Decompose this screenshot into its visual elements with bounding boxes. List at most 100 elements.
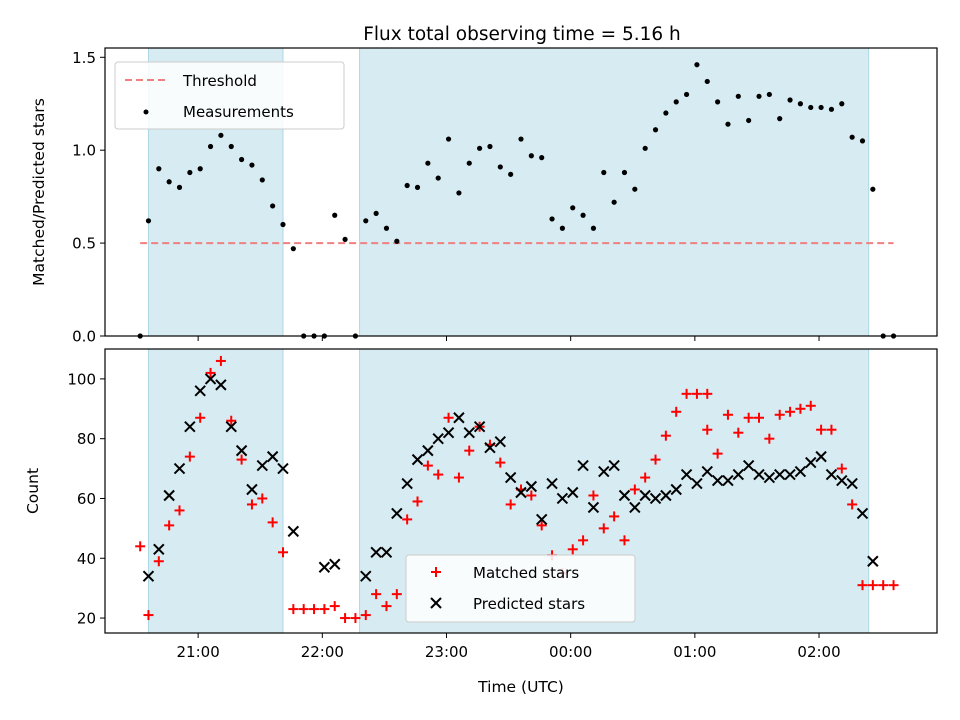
predicted-star-point — [525, 480, 538, 493]
matched-star-point — [195, 412, 206, 423]
predicted-star-point — [153, 543, 165, 556]
measurement-point — [394, 238, 400, 244]
measurement-point — [549, 216, 555, 222]
cross-stroke — [805, 456, 817, 469]
matched-star-point — [795, 403, 806, 414]
predicted-star-point — [732, 468, 745, 481]
predicted-star-point — [391, 507, 403, 520]
matched-star-point — [453, 472, 464, 483]
matched-star-point — [671, 406, 682, 417]
cross-stroke — [173, 462, 186, 475]
matched-star-point — [764, 433, 775, 444]
cross-stroke — [215, 379, 227, 391]
measurement-point — [477, 145, 483, 151]
cross-stroke — [246, 483, 258, 496]
measurement-point — [425, 160, 431, 166]
top-x-ticks — [197, 336, 820, 341]
measurement-point — [570, 205, 576, 211]
predicted-star-point — [763, 471, 776, 484]
cross-stroke — [722, 474, 734, 487]
cross-stroke — [225, 421, 237, 433]
cross-stroke — [660, 489, 672, 502]
matched-star-point — [888, 580, 899, 591]
cross-stroke — [701, 465, 713, 478]
matched-star-point — [702, 388, 713, 399]
matched-star-point — [412, 496, 423, 507]
matched-star-point — [722, 409, 733, 420]
matched-star-point — [816, 424, 827, 435]
measurement-point — [859, 138, 866, 144]
matched-star-point — [433, 469, 444, 480]
matched-star-point — [184, 451, 195, 462]
cross-stroke — [587, 501, 600, 514]
top-y-tick-label: 0.5 — [72, 235, 96, 253]
measurement-point — [156, 166, 162, 172]
measurement-point — [601, 169, 607, 176]
predicted-star-point — [556, 492, 569, 505]
cross-stroke — [577, 459, 589, 472]
cross-stroke — [484, 441, 496, 454]
matched-star-point — [319, 604, 330, 615]
measurement-point — [663, 110, 669, 116]
measurement-point — [466, 160, 472, 166]
measurement-point — [777, 116, 783, 122]
matched-star-point — [164, 520, 175, 531]
predicted-star-point — [380, 546, 393, 558]
bottom-x-tick-label: 21:00 — [177, 643, 220, 661]
bottom-y-tick-label: 80 — [77, 430, 96, 448]
top-y-axis-label: Matched/Predicted stars — [30, 98, 48, 286]
measurements-legend-label: Measurements — [183, 103, 294, 121]
cross-stroke — [618, 489, 631, 502]
matched-star-point — [578, 535, 589, 546]
measurement-point — [808, 104, 814, 111]
predicted-star-point — [836, 474, 848, 487]
predicted-star-point — [701, 465, 713, 478]
bottom-y-ticks: 20 40 60 80 100 — [67, 370, 105, 628]
cross-stroke — [411, 453, 424, 466]
matched-star-point — [743, 412, 754, 423]
bottom-x-tick-label: 02:00 — [797, 643, 840, 661]
matched-star-point — [226, 415, 237, 426]
matched-star-point — [288, 604, 299, 615]
top-y-tick-label: 1.5 — [72, 49, 96, 67]
cross-stroke — [266, 450, 279, 463]
measurement-point — [342, 236, 348, 242]
measurement-point — [518, 136, 524, 142]
predicted-star-point — [742, 459, 755, 472]
bottom-axes-frame — [104, 348, 938, 634]
cross-stroke — [401, 477, 413, 490]
matched-star-point — [215, 355, 226, 366]
predicted-star-point — [660, 489, 672, 502]
measurement-point — [218, 132, 224, 138]
matched-star-point — [598, 523, 609, 534]
matched-star-point — [805, 400, 816, 411]
predicted-star-point — [629, 501, 641, 514]
cross-stroke — [277, 462, 289, 475]
predicted-star-point — [670, 483, 682, 496]
predicted-star-point — [825, 468, 838, 481]
measurement-point — [715, 99, 721, 105]
measurement-point — [559, 225, 565, 231]
measurement-point — [694, 62, 700, 68]
matched-star-point — [640, 472, 651, 483]
measurement-point — [238, 156, 245, 163]
matched-star-point — [878, 580, 889, 591]
top-y-tick-label: 1.0 — [72, 142, 96, 160]
predicted-star-point — [577, 459, 589, 472]
measurement-point — [828, 106, 835, 112]
measurement-point — [725, 121, 731, 127]
predicted-star-point — [194, 385, 206, 397]
count-panel: 20 40 60 80 100 21:00 22:00 23:00 00:00 01:00 02:… — [24, 348, 938, 696]
chart-title: Flux total observing time = 5.16 h — [363, 24, 681, 45]
matched-star-point — [702, 424, 713, 435]
predicted-star-point — [370, 546, 382, 558]
bottom-y-tick-label: 60 — [77, 490, 96, 508]
measurement-point — [456, 190, 462, 196]
cross-stroke — [598, 465, 610, 478]
predicted-legend-marker — [430, 597, 442, 609]
matched-star-point — [857, 580, 868, 591]
cross-stroke — [329, 558, 341, 570]
predicted-star-point — [235, 444, 248, 457]
matched-star-point — [298, 604, 309, 615]
